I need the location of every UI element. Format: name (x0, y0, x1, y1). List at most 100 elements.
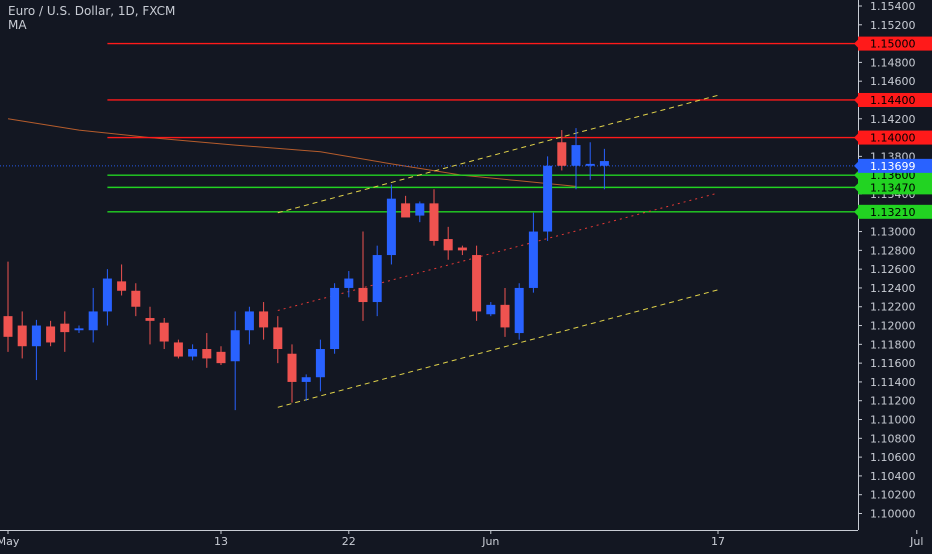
candle-body (3, 316, 13, 337)
resistance-price-badge-bg (858, 130, 932, 145)
bearish-candle (472, 245, 482, 321)
candle-body (244, 311, 254, 331)
bullish-candle (543, 156, 553, 241)
current-price-badge-bg (858, 158, 932, 173)
candle-body (599, 161, 609, 166)
bullish-candle (571, 128, 581, 190)
price-tick-label: 1.10600 (870, 451, 916, 464)
bullish-candle (102, 269, 112, 326)
bearish-candle (17, 311, 27, 359)
candle-body (457, 247, 467, 251)
candle-body (443, 239, 453, 251)
candle-body (415, 203, 425, 216)
resistance-price-badge-bg (858, 36, 932, 51)
support-price-badge-label: 1.13210 (870, 206, 916, 219)
candle-body (173, 342, 183, 357)
candle-body (386, 198, 396, 256)
candle-body (514, 287, 524, 334)
candle-body (358, 287, 368, 303)
moving-average-line (7, 118, 577, 187)
bearish-candle (457, 245, 467, 256)
price-tick-label: 1.10800 (870, 432, 916, 445)
candle-body (301, 377, 311, 382)
price-tick-label: 1.12000 (870, 320, 916, 333)
candle-body (344, 278, 354, 288)
bearish-candle (159, 318, 169, 350)
bearish-candle (429, 189, 439, 246)
bullish-candle (315, 339, 325, 392)
candle-body (216, 351, 226, 364)
bullish-candle (301, 374, 311, 401)
price-tick-label: 1.10000 (870, 508, 916, 521)
time-tick-label: May (0, 535, 20, 548)
time-tick-label: Jul (909, 535, 923, 548)
price-tick-label: 1.12800 (870, 244, 916, 257)
candle-body (472, 255, 482, 312)
bullish-candle (514, 283, 524, 340)
candle-body (330, 287, 340, 350)
symbol-title: Euro / U.S. Dollar, 1D, FXCM (8, 4, 176, 18)
time-tick-label: 17 (711, 535, 725, 548)
candle-body (543, 165, 553, 232)
candle-body (315, 349, 325, 378)
bullish-candle (88, 287, 98, 343)
current-price-badge-pointer (854, 161, 858, 170)
candle-body (486, 304, 496, 315)
bullish-candle (74, 325, 84, 334)
bearish-candle (500, 287, 510, 337)
bearish-candle (117, 264, 127, 296)
bullish-candle (528, 212, 538, 293)
bullish-candle (585, 142, 595, 180)
bearish-candle (131, 283, 141, 317)
resistance-price-badge-bg (858, 92, 932, 107)
support-price-badge-label: 1.13470 (870, 181, 916, 194)
candle-body (145, 318, 155, 321)
indicator-label[interactable]: MA (8, 18, 27, 32)
bullish-candle (599, 148, 609, 190)
bearish-candle (3, 261, 13, 352)
resistance-price-badge-pointer (854, 95, 858, 104)
candle-body (585, 163, 595, 166)
bearish-candle (46, 320, 56, 347)
support-price-badge-pointer (854, 207, 858, 216)
candle-body (429, 203, 439, 241)
candle-body (188, 349, 198, 357)
bearish-candle (557, 130, 567, 171)
price-tick-label: 1.12400 (870, 282, 916, 295)
current-price-badge-label: 1.13699 (870, 160, 916, 173)
candle-body (571, 145, 581, 166)
bearish-candle (443, 226, 453, 260)
channel-trend-line (277, 94, 719, 214)
bearish-candle (273, 316, 283, 364)
bullish-candle (386, 184, 396, 265)
price-tick-label: 1.14600 (870, 75, 916, 88)
price-tick-label: 1.11200 (870, 395, 916, 408)
bearish-candle (173, 339, 183, 359)
candle-body (131, 290, 141, 307)
bullish-candle (415, 201, 425, 223)
price-tick-label: 1.14800 (870, 56, 916, 69)
bullish-candle (244, 306, 254, 345)
bullish-candle (344, 271, 354, 298)
bearish-candle (202, 333, 212, 368)
price-tick-label: 1.11000 (870, 414, 916, 427)
support-price-badge-pointer (854, 171, 858, 180)
candle-body (372, 255, 382, 303)
price-tick-label: 1.10400 (870, 470, 916, 483)
candle-body (259, 311, 269, 328)
candle-body (88, 311, 98, 331)
chart-legend: Euro / U.S. Dollar, 1D, FXCM MA (8, 4, 175, 32)
bullish-candle (486, 302, 496, 317)
bearish-candle (60, 311, 70, 352)
support-price-badge-pointer (854, 183, 858, 192)
resistance-price-badge-label: 1.14400 (870, 94, 916, 107)
time-tick-label: Jun (481, 535, 499, 548)
midline-trend-line (277, 192, 719, 311)
time-tick-label: 22 (342, 535, 356, 548)
support-price-badge-bg (858, 204, 932, 219)
price-tick-label: 1.11800 (870, 338, 916, 351)
candle-body (202, 349, 212, 359)
candle-body (273, 327, 283, 350)
